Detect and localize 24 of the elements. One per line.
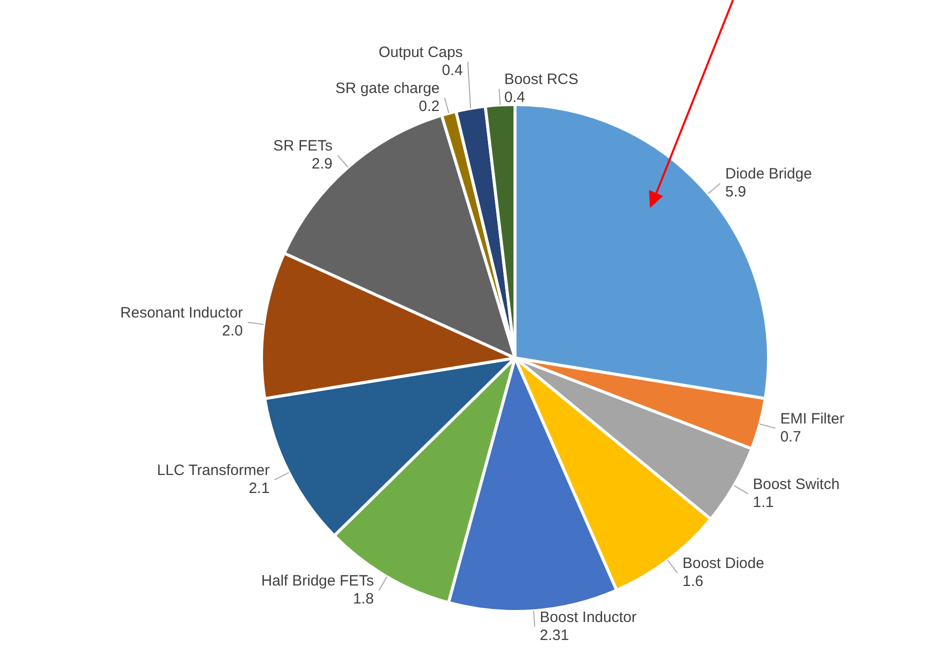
slice-label: Boost RCS — [504, 71, 578, 88]
data-label: 0.4 — [504, 89, 526, 106]
data-label: 1.8 — [352, 590, 374, 608]
slice-label: LLC Transformer — [157, 462, 270, 479]
data-label: 2.0 — [222, 322, 243, 340]
slice-label: Boost Diode — [682, 555, 764, 572]
slice-label: EMI Filter — [780, 410, 844, 428]
data-label: 0.2 — [418, 98, 440, 115]
data-label: 2.31 — [540, 626, 569, 644]
data-label: 0.7 — [780, 428, 802, 446]
data-label: 1.1 — [752, 494, 774, 511]
data-label: 1.6 — [682, 573, 704, 590]
slice-label: Half Bridge FETs — [261, 572, 374, 590]
data-label: 2.1 — [248, 480, 270, 497]
data-label: 0.4 — [442, 62, 463, 79]
slice-label: Diode Bridge — [725, 165, 812, 182]
slice-label: Resonant Inductor — [120, 304, 243, 322]
slice-label: SR FETs — [273, 137, 332, 154]
data-label: 2.9 — [312, 155, 332, 172]
data-label: 5.9 — [725, 183, 746, 200]
slice-label: Boost Switch — [752, 476, 840, 493]
slice-label: SR gate charge — [335, 80, 440, 97]
slice-label: Boost Inductor — [540, 608, 636, 626]
slice-label: Output Caps — [378, 44, 463, 61]
